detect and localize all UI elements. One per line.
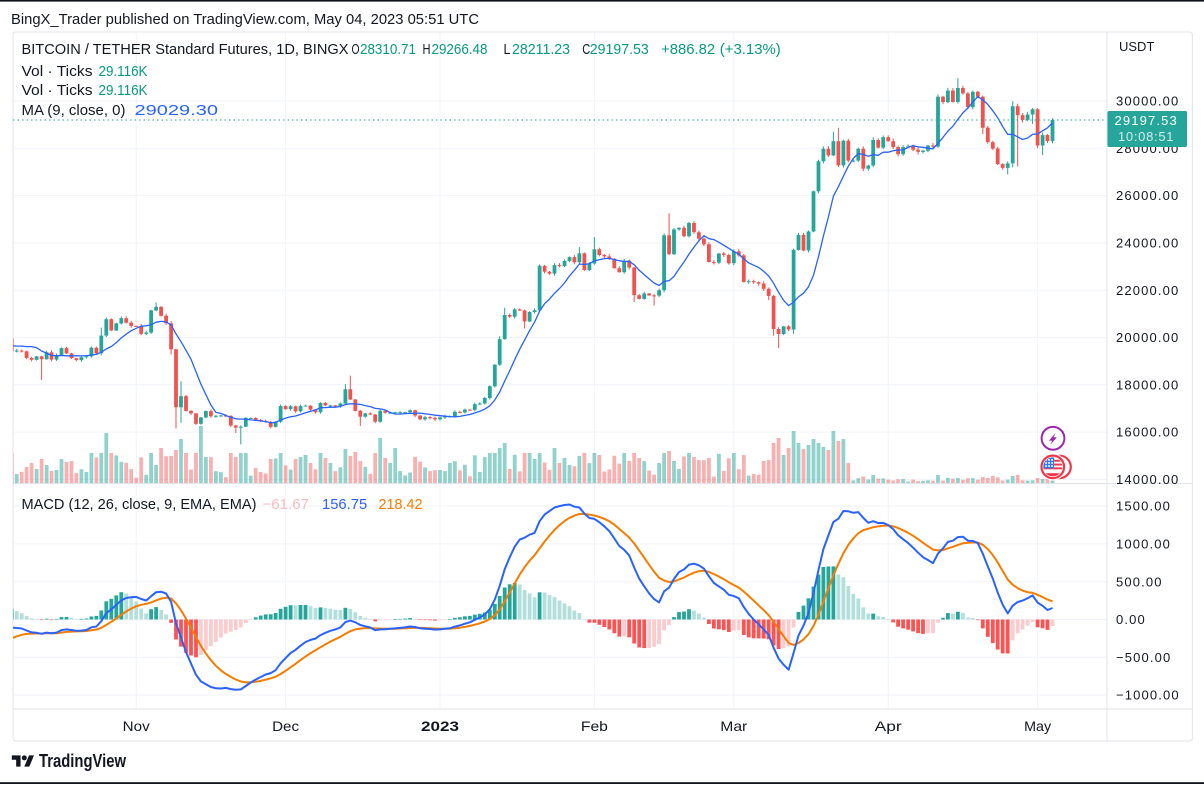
svg-text:−1000.00: −1000.00: [1116, 688, 1180, 703]
svg-text:TradingView: TradingView: [39, 750, 126, 771]
svg-text:500.00: 500.00: [1116, 574, 1163, 589]
svg-text:USDT: USDT: [1119, 39, 1154, 54]
svg-text:29197.53: 29197.53: [1115, 113, 1178, 128]
svg-text:30000.00: 30000.00: [1116, 94, 1179, 109]
svg-text:26000.00: 26000.00: [1116, 188, 1179, 203]
svg-text:1000.00: 1000.00: [1116, 537, 1171, 552]
svg-text:24000.00: 24000.00: [1116, 236, 1179, 251]
svg-text:MA (9, close, 0)29029.30: MA (9, close, 0) 29029.30: [22, 102, 219, 119]
svg-text:Nov: Nov: [123, 718, 150, 734]
svg-text:18000.00: 18000.00: [1116, 377, 1179, 392]
svg-text:Mar: Mar: [720, 718, 747, 734]
svg-text:22000.00: 22000.00: [1116, 283, 1179, 298]
svg-text:14000.00: 14000.00: [1116, 472, 1179, 487]
svg-text:20000.00: 20000.00: [1116, 330, 1179, 345]
svg-text:1500.00: 1500.00: [1116, 499, 1171, 514]
svg-text:2023: 2023: [421, 718, 459, 734]
svg-text:Feb: Feb: [581, 718, 608, 734]
svg-text:−500.00: −500.00: [1116, 650, 1171, 665]
svg-text:10:08:51: 10:08:51: [1118, 129, 1174, 144]
svg-text:May: May: [1024, 718, 1051, 734]
svg-text:Apr: Apr: [875, 718, 902, 734]
svg-text:BITCOIN / TETHER Standard Futu: BITCOIN / TETHER Standard Futures, 1D, B…: [22, 41, 781, 58]
svg-text:16000.00: 16000.00: [1116, 425, 1179, 440]
svg-text:MACD (12, 26, close, 9, EMA, E: MACD (12, 26, close, 9, EMA, EMA) −61.67 1…: [22, 496, 423, 513]
svg-text:BingX_Trader published on Trad: BingX_Trader published on TradingView.co…: [11, 11, 479, 28]
svg-text:0.00: 0.00: [1116, 612, 1146, 627]
svg-text:Dec: Dec: [272, 718, 299, 734]
